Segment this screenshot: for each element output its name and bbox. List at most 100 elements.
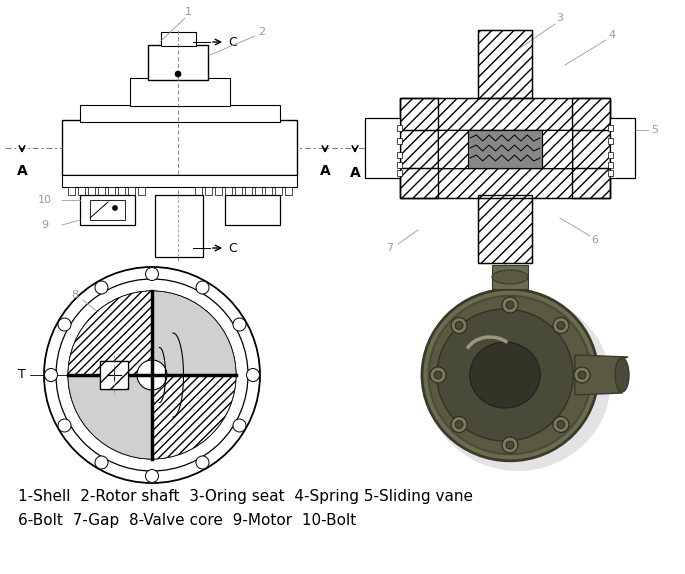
Bar [130, 78, 230, 106]
Bar [400, 168, 610, 198]
Circle shape [455, 321, 463, 329]
Text: 8: 8 [71, 290, 79, 300]
Bar [608, 162, 613, 168]
Bar [608, 152, 613, 158]
Circle shape [45, 369, 58, 382]
Bar [400, 98, 610, 130]
Bar [468, 130, 542, 168]
Circle shape [455, 421, 463, 429]
Bar [365, 118, 400, 178]
Text: 9: 9 [41, 220, 49, 230]
Bar [285, 187, 292, 195]
Bar [400, 98, 438, 198]
Bar [155, 195, 203, 257]
Circle shape [451, 417, 467, 432]
Circle shape [434, 371, 442, 379]
Text: 3: 3 [556, 13, 564, 23]
Bar [438, 130, 468, 168]
Bar [397, 170, 402, 176]
Text: A: A [16, 164, 27, 178]
Text: C: C [228, 36, 237, 48]
Text: A: A [349, 166, 360, 180]
Bar [245, 187, 252, 195]
Circle shape [68, 291, 236, 459]
Bar [225, 195, 280, 225]
Text: 1-Shell  2-Rotor shaft  3-Oring seat  4-Spring 5-Sliding vane: 1-Shell 2-Rotor shaft 3-Oring seat 4-Spr… [18, 490, 473, 505]
Bar [478, 195, 532, 263]
Text: 6-Bolt  7-Gap  8-Valve core  9-Motor  10-Bolt: 6-Bolt 7-Gap 8-Valve core 9-Motor 10-Bol… [18, 513, 356, 528]
Circle shape [574, 367, 590, 383]
Circle shape [145, 470, 158, 483]
Text: T: T [18, 369, 26, 382]
Bar [78, 187, 85, 195]
Circle shape [430, 367, 446, 383]
Bar [608, 138, 613, 144]
Bar [478, 195, 532, 263]
Bar [161, 32, 196, 46]
Circle shape [196, 456, 209, 469]
Text: 4: 4 [608, 30, 616, 40]
Bar [400, 98, 438, 198]
Circle shape [557, 421, 565, 429]
Text: 10: 10 [38, 195, 52, 205]
Bar [62, 175, 297, 187]
Wedge shape [152, 375, 236, 459]
Bar [610, 118, 635, 178]
Bar [542, 130, 572, 168]
Circle shape [506, 301, 514, 309]
Text: 2: 2 [258, 27, 266, 37]
Circle shape [137, 360, 167, 390]
Bar [100, 361, 128, 389]
Ellipse shape [429, 296, 591, 454]
Bar [478, 30, 532, 98]
Bar [468, 130, 542, 168]
Circle shape [578, 371, 586, 379]
Bar [195, 187, 202, 195]
Circle shape [44, 267, 260, 483]
Bar [608, 125, 613, 131]
Circle shape [95, 281, 108, 294]
Circle shape [502, 297, 518, 313]
Circle shape [112, 205, 118, 211]
Bar [397, 162, 402, 168]
Ellipse shape [470, 342, 540, 408]
Text: 1: 1 [184, 7, 192, 17]
Bar [225, 187, 232, 195]
Ellipse shape [492, 270, 528, 284]
Circle shape [95, 456, 108, 469]
Bar [138, 187, 145, 195]
Bar [397, 125, 402, 131]
Circle shape [145, 267, 158, 281]
Text: C: C [228, 242, 237, 254]
Text: 7: 7 [386, 243, 394, 253]
Bar [397, 138, 402, 144]
Bar [205, 187, 212, 195]
Ellipse shape [615, 358, 629, 392]
Bar [275, 187, 282, 195]
Bar [118, 187, 125, 195]
Ellipse shape [425, 295, 610, 471]
Bar [100, 361, 128, 389]
Wedge shape [152, 291, 236, 375]
Wedge shape [68, 291, 152, 375]
Bar [62, 120, 297, 175]
Circle shape [58, 318, 71, 331]
Bar [148, 45, 208, 80]
Circle shape [451, 317, 467, 333]
Circle shape [58, 419, 71, 432]
Bar [235, 187, 242, 195]
Bar [478, 30, 532, 98]
Ellipse shape [422, 289, 598, 461]
Bar [255, 187, 262, 195]
Bar [572, 98, 610, 198]
Bar [265, 187, 272, 195]
Polygon shape [575, 355, 628, 395]
Text: A: A [320, 164, 330, 178]
Bar [397, 152, 402, 158]
Bar [492, 265, 528, 289]
Text: 6: 6 [592, 235, 599, 245]
Bar [100, 361, 128, 389]
Bar [98, 187, 105, 195]
Circle shape [247, 369, 260, 382]
Bar [400, 168, 610, 198]
